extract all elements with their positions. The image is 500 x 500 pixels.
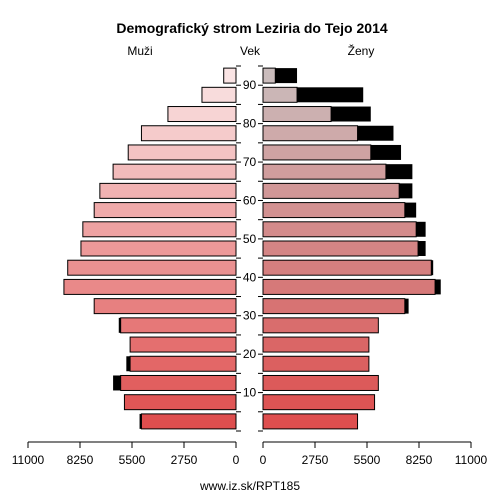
female-bar — [262, 374, 379, 391]
male-surplus-bar — [118, 317, 121, 333]
male-bar — [129, 355, 237, 372]
age-tick-label: 60 — [243, 193, 257, 207]
x-tick-label: 11000 — [455, 453, 488, 467]
female-bar — [262, 106, 332, 123]
female-surplus-bar — [431, 260, 434, 276]
age-tick-label: 70 — [243, 155, 257, 169]
female-bar — [262, 298, 406, 315]
age-label: Vek — [240, 44, 261, 58]
x-tick-label: 2750 — [171, 453, 198, 467]
male-bar — [93, 298, 237, 315]
male-bar — [129, 336, 237, 353]
x-tick-label: 0 — [260, 453, 267, 467]
female-surplus-bar — [331, 106, 371, 122]
female-bar — [262, 336, 370, 353]
female-bar — [262, 355, 370, 372]
female-surplus-bar — [435, 279, 441, 295]
female-bar — [262, 221, 417, 238]
x-axis: 11000 8250 5500 2750 0 0 2750 5500 8250 11000 — [12, 441, 488, 467]
female-bar — [262, 86, 298, 103]
female-bar — [262, 182, 400, 199]
male-bar — [201, 86, 237, 103]
age-tick-label: 40 — [243, 270, 257, 284]
female-bar — [262, 163, 387, 180]
male-surplus-bar — [113, 375, 121, 391]
age-tick-label: 30 — [243, 309, 257, 323]
female-surplus-bar — [370, 144, 402, 160]
male-bar — [93, 202, 237, 219]
male-bar — [120, 374, 237, 391]
female-label: Ženy — [348, 43, 375, 58]
age-tick-label: 90 — [243, 78, 257, 92]
female-bar — [262, 202, 406, 219]
x-tick-label: 5500 — [119, 453, 146, 467]
x-tick-label: 2750 — [302, 453, 329, 467]
male-label: Muži — [127, 44, 152, 58]
chart-title: Demografický strom Leziria do Tejo 2014 — [116, 20, 387, 36]
x-tick-label: 11000 — [12, 453, 45, 467]
female-bar — [262, 394, 376, 411]
footer-url: www.iz.sk/RPT185 — [199, 479, 300, 493]
female-surplus-bar — [399, 183, 413, 199]
x-tick-label: 8250 — [406, 453, 433, 467]
female-bar — [262, 125, 359, 142]
female-bar — [262, 67, 276, 84]
female-bar — [262, 317, 379, 334]
male-bar — [80, 240, 237, 257]
female-surplus-bar — [416, 221, 426, 237]
male-bar — [120, 317, 237, 334]
female-surplus-bar — [275, 68, 298, 84]
age-axis: 10 20 30 40 50 60 70 80 90 — [236, 65, 263, 432]
female-bar — [262, 413, 359, 430]
male-bar — [99, 182, 237, 199]
male-bar — [63, 278, 237, 295]
female-bar — [262, 144, 372, 161]
male-bar — [127, 144, 237, 161]
x-tick-label: 8250 — [67, 453, 94, 467]
male-surplus-bar — [139, 413, 142, 429]
age-tick-label: 20 — [243, 347, 257, 361]
female-surplus-bar — [385, 164, 413, 180]
male-bar — [140, 125, 237, 142]
x-tick-label: 0 — [233, 453, 240, 467]
female-surplus-bar — [404, 202, 417, 218]
female-surplus-bar — [404, 298, 409, 314]
male-bars — [63, 67, 237, 430]
male-surplus-bar — [126, 356, 131, 372]
male-bar — [123, 394, 237, 411]
female-surplus-bar — [357, 125, 394, 141]
male-bar — [82, 221, 237, 238]
female-bar — [262, 240, 419, 257]
male-bar — [167, 106, 237, 123]
male-bar — [223, 67, 237, 84]
male-bar — [67, 259, 237, 276]
female-bars — [262, 67, 441, 430]
female-surplus-bar — [297, 87, 364, 103]
male-bar — [140, 413, 237, 430]
age-tick-label: 50 — [243, 232, 257, 246]
female-bar — [262, 259, 432, 276]
age-tick-label: 80 — [243, 117, 257, 131]
female-bar — [262, 278, 436, 295]
female-surplus-bar — [418, 241, 426, 256]
male-bar — [112, 163, 237, 180]
age-tick-label: 10 — [243, 386, 257, 400]
x-tick-label: 5500 — [354, 453, 381, 467]
